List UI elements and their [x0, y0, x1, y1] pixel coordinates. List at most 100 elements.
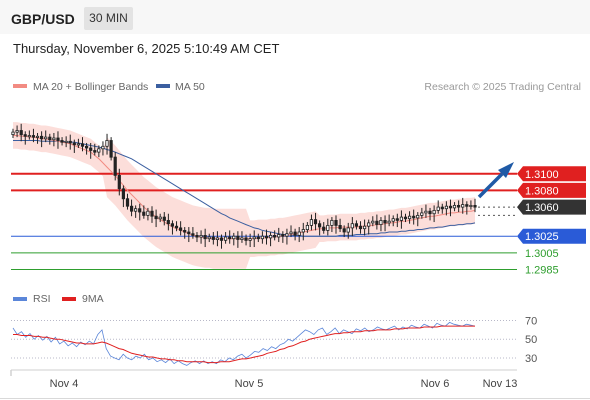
candle-body	[129, 205, 134, 212]
candle-body	[72, 142, 76, 146]
candle-body	[142, 211, 146, 216]
candle-body	[322, 226, 326, 231]
candle-body	[64, 140, 68, 143]
candle-body	[56, 137, 60, 141]
candle-body	[301, 229, 305, 233]
candle-body	[203, 234, 207, 240]
candle-body	[456, 204, 461, 208]
x-tick-label: Nov 13	[483, 378, 518, 390]
rsi-tick-label: 70	[525, 315, 537, 327]
candle-body	[293, 231, 297, 236]
candle-body	[350, 223, 354, 229]
candle-body	[223, 236, 228, 241]
candle-body	[158, 216, 162, 220]
candle-body	[330, 219, 334, 226]
candle-body	[93, 150, 97, 153]
candle-body	[461, 204, 465, 208]
level-label: 1.3080	[525, 185, 559, 197]
candle-body	[277, 234, 281, 238]
candle-body	[76, 143, 80, 146]
candle-body	[416, 214, 420, 219]
bottom-border	[0, 398, 590, 399]
candle-body	[27, 135, 31, 138]
candle-body	[387, 220, 391, 224]
candle-body	[260, 235, 265, 240]
candle-body	[183, 229, 187, 233]
ma50-line	[13, 140, 476, 237]
candle-body	[252, 236, 256, 240]
forecast-arrow-head	[498, 162, 514, 178]
candle-body	[101, 145, 105, 150]
candle-body	[240, 237, 244, 240]
level-label-box	[517, 166, 586, 182]
legend-label-ma50: MA 50	[175, 81, 205, 93]
candle-body	[469, 204, 473, 207]
candle-body	[379, 219, 383, 225]
bollinger-band	[13, 122, 475, 269]
x-tick-label: Nov 4	[50, 378, 79, 390]
candle-body	[154, 215, 158, 220]
candle-body	[424, 210, 428, 214]
legend-swatch-rsi	[13, 297, 27, 301]
candle-body	[150, 210, 154, 217]
level-label: 1.3005	[525, 248, 559, 260]
legend-label-ma20: MA 20 + Bollinger Bands	[33, 81, 148, 93]
candle-body	[334, 219, 338, 226]
candle-body	[146, 210, 150, 216]
candle-body	[15, 130, 19, 133]
candle-body	[313, 219, 318, 225]
level-label-box	[517, 182, 586, 198]
candle-body	[395, 218, 399, 221]
level-label-box	[517, 228, 586, 244]
candle-body	[448, 205, 453, 209]
ma20-line	[13, 135, 476, 240]
candle-body	[338, 224, 342, 230]
timestamp: Thursday, November 6, 2025 5:10:49 AM CE…	[13, 41, 280, 56]
candle-body	[40, 135, 44, 140]
candle-body	[297, 231, 301, 236]
candle-body	[215, 237, 219, 240]
candle-body	[342, 228, 346, 233]
candle-body	[440, 206, 444, 210]
candle-body	[268, 234, 273, 239]
timeframe-button[interactable]: 30 MIN	[84, 7, 133, 30]
candle-body	[52, 137, 56, 141]
candle-body	[48, 136, 52, 141]
candle-body	[113, 156, 117, 176]
candle-body	[133, 208, 138, 212]
legend-label-9ma: 9MA	[82, 293, 104, 305]
candle-body	[420, 212, 424, 216]
level-label: 1.3100	[525, 169, 559, 181]
legend-swatch-ma20	[13, 84, 27, 88]
candle-body	[125, 198, 130, 207]
candle-body	[399, 216, 404, 221]
candle-body	[162, 216, 166, 221]
candle-body	[44, 136, 48, 140]
candle-body	[473, 204, 477, 208]
level-label: 1.3060	[525, 202, 559, 214]
candle-body	[383, 219, 387, 224]
candle-body	[367, 222, 371, 227]
candle-body	[23, 134, 27, 137]
candle-body	[264, 235, 269, 239]
candle-body	[80, 143, 85, 147]
candle-body	[174, 225, 179, 229]
candle-body	[89, 147, 93, 151]
candle-body	[97, 148, 101, 153]
candle-body	[35, 135, 40, 138]
candle-body	[60, 140, 64, 143]
candle-body	[285, 233, 289, 237]
candle-body	[317, 223, 322, 228]
candle-body	[109, 140, 113, 158]
x-tick-label: Nov 6	[421, 378, 450, 390]
candle-body	[228, 236, 232, 240]
candle-body	[465, 204, 469, 207]
candle-body	[362, 225, 367, 230]
candle-body	[232, 235, 236, 240]
candle-body	[309, 219, 314, 226]
level-label-box	[517, 199, 586, 215]
candle-body	[272, 234, 277, 238]
legend-swatch-ma50	[156, 84, 170, 88]
